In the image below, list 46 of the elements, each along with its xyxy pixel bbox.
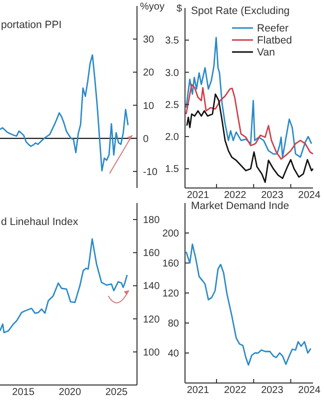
y-tick-label: 40 bbox=[168, 348, 180, 360]
line-series bbox=[186, 93, 314, 183]
x-tick-label: 2022 bbox=[224, 190, 247, 201]
line-series bbox=[0, 238, 128, 334]
line-series bbox=[185, 244, 312, 366]
x-tick-label: 2024 bbox=[298, 190, 321, 201]
y-tick-label: 180 bbox=[143, 215, 160, 226]
y-tick-label: 160 bbox=[143, 248, 160, 260]
y-axis-title: %yoy bbox=[140, 2, 164, 12]
y-tick-label: 140 bbox=[143, 281, 160, 292]
y-tick-label: 0 bbox=[143, 134, 149, 145]
line-series bbox=[0, 54, 129, 172]
y-tick-label: 20 bbox=[143, 68, 155, 79]
y-tick-label: 3.5 bbox=[165, 36, 180, 47]
x-tick-label: 2021 bbox=[186, 385, 210, 396]
y-tick-label: 2.5 bbox=[165, 100, 180, 111]
x-tick-label: 2022 bbox=[224, 385, 247, 396]
y-tick-label: 2.0 bbox=[165, 132, 180, 144]
line-series bbox=[185, 84, 314, 160]
y-tick-label: 30 bbox=[143, 34, 155, 46]
legend-label: Reefer bbox=[257, 22, 290, 35]
y-axis-title: $ bbox=[176, 4, 182, 14]
x-tick-label: 2023 bbox=[261, 190, 284, 201]
x-tick-label: 2020 bbox=[58, 387, 82, 398]
y-tick-label: 10 bbox=[143, 100, 155, 112]
text: d Linehaul Index bbox=[1, 216, 79, 228]
y-tick-label: 3.0 bbox=[165, 68, 180, 79]
x-tick-label: 2025 bbox=[105, 387, 128, 398]
y-tick-label: 100 bbox=[143, 347, 160, 358]
x-tick-label: 2024 bbox=[298, 385, 321, 396]
line-series bbox=[185, 36, 312, 158]
y-tick-label: -10 bbox=[143, 166, 158, 178]
text: portation PPI bbox=[1, 19, 62, 31]
y-tick-label: 80 bbox=[168, 318, 180, 330]
legend-label: Flatbed bbox=[257, 34, 292, 47]
y-tick-label: 120 bbox=[162, 288, 180, 300]
legend-label: Van bbox=[257, 46, 276, 59]
chart-title: Market Demand Inde bbox=[191, 200, 290, 212]
x-tick-label: 2023 bbox=[261, 385, 284, 396]
y-tick-label: 1.5 bbox=[165, 164, 180, 176]
x-tick-label: 2021 bbox=[186, 190, 210, 201]
chart-title: Spot Rate (Excluding bbox=[191, 5, 290, 17]
y-tick-label: 200 bbox=[162, 228, 180, 240]
y-tick-label: 120 bbox=[143, 314, 160, 326]
x-tick-label: 2015 bbox=[12, 387, 35, 398]
y-tick-label: 160 bbox=[162, 258, 180, 270]
